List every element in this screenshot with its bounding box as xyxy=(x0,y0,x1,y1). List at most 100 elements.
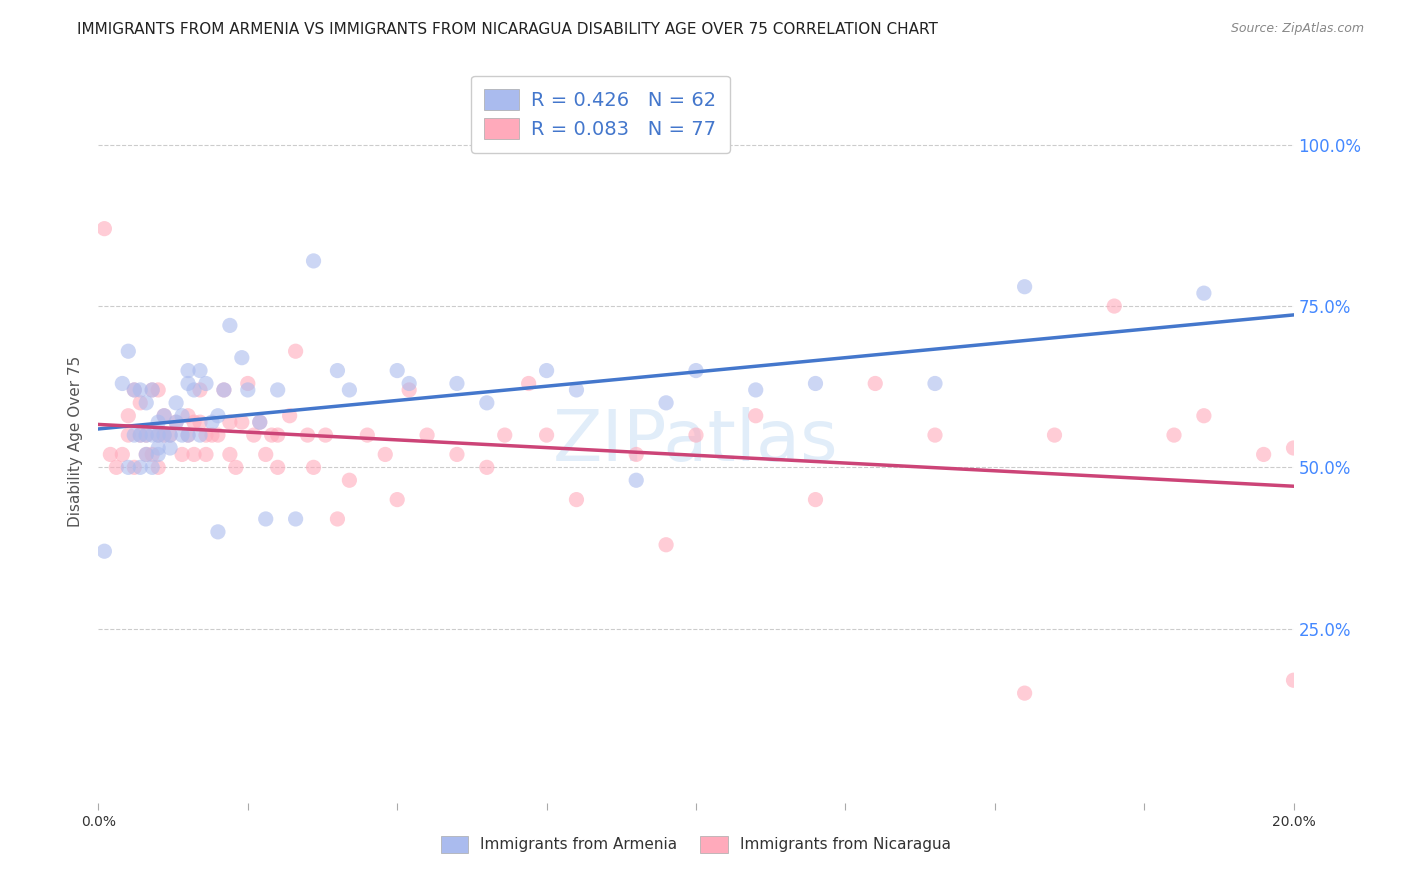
Point xyxy=(135,428,157,442)
Point xyxy=(1014,279,1036,293)
Point xyxy=(135,447,157,461)
Point xyxy=(685,428,707,442)
Point xyxy=(416,428,439,442)
Point xyxy=(177,428,200,442)
Point xyxy=(924,376,946,391)
Point xyxy=(117,460,139,475)
Point xyxy=(685,363,707,377)
Point xyxy=(141,447,163,461)
Point xyxy=(267,428,290,442)
Point xyxy=(565,492,588,507)
Point xyxy=(129,460,152,475)
Point xyxy=(236,376,259,391)
Point xyxy=(1104,299,1126,313)
Point xyxy=(177,409,200,423)
Point xyxy=(536,428,558,442)
Point xyxy=(225,460,247,475)
Point xyxy=(517,376,540,391)
Point xyxy=(297,428,319,442)
Point xyxy=(183,383,205,397)
Point xyxy=(804,376,827,391)
Point xyxy=(93,544,115,558)
Point xyxy=(219,318,242,333)
Point xyxy=(865,376,887,391)
Point xyxy=(254,512,277,526)
Point xyxy=(201,415,224,429)
Point xyxy=(165,415,187,429)
Point xyxy=(267,383,290,397)
Point xyxy=(172,447,194,461)
Point xyxy=(249,415,271,429)
Point xyxy=(475,396,498,410)
Point xyxy=(188,415,211,429)
Point xyxy=(236,383,259,397)
Point xyxy=(536,363,558,377)
Point xyxy=(177,428,200,442)
Point xyxy=(385,492,409,507)
Point xyxy=(148,415,170,429)
Point xyxy=(124,460,146,475)
Text: Source: ZipAtlas.com: Source: ZipAtlas.com xyxy=(1230,22,1364,36)
Point xyxy=(135,447,157,461)
Point xyxy=(626,447,648,461)
Point xyxy=(148,460,170,475)
Point xyxy=(302,460,325,475)
Point xyxy=(315,428,337,442)
Point xyxy=(356,428,378,442)
Point xyxy=(153,409,176,423)
Point xyxy=(284,512,307,526)
Point xyxy=(117,344,139,359)
Point xyxy=(124,428,146,442)
Point xyxy=(626,473,648,487)
Point xyxy=(129,428,152,442)
Point xyxy=(1192,409,1215,423)
Point xyxy=(195,447,218,461)
Point xyxy=(195,428,218,442)
Point xyxy=(284,344,307,359)
Point xyxy=(446,447,468,461)
Point xyxy=(129,383,152,397)
Point xyxy=(398,376,420,391)
Point xyxy=(129,396,152,410)
Point xyxy=(1253,447,1275,461)
Point xyxy=(326,363,349,377)
Point xyxy=(1043,428,1066,442)
Point xyxy=(219,415,242,429)
Point xyxy=(219,447,242,461)
Point xyxy=(124,383,146,397)
Point xyxy=(1282,441,1305,455)
Point xyxy=(141,383,163,397)
Point xyxy=(339,473,361,487)
Point xyxy=(141,460,163,475)
Point xyxy=(177,363,200,377)
Point xyxy=(98,447,122,461)
Point xyxy=(148,428,170,442)
Point xyxy=(924,428,946,442)
Point xyxy=(745,409,768,423)
Point xyxy=(117,428,139,442)
Point xyxy=(153,428,176,442)
Point xyxy=(141,428,163,442)
Point xyxy=(153,409,176,423)
Point xyxy=(172,428,194,442)
Point xyxy=(207,524,229,539)
Text: ZIPatlas: ZIPatlas xyxy=(553,407,839,476)
Point xyxy=(475,460,498,475)
Point xyxy=(135,428,157,442)
Point xyxy=(148,383,170,397)
Point xyxy=(201,428,224,442)
Point xyxy=(1192,286,1215,301)
Point xyxy=(124,383,146,397)
Point xyxy=(1014,686,1036,700)
Point xyxy=(172,409,194,423)
Point xyxy=(278,409,301,423)
Point xyxy=(111,447,134,461)
Point xyxy=(207,428,229,442)
Point xyxy=(326,512,349,526)
Point xyxy=(111,376,134,391)
Point xyxy=(655,538,678,552)
Point xyxy=(339,383,361,397)
Point xyxy=(212,383,235,397)
Point xyxy=(231,351,253,365)
Point xyxy=(183,415,205,429)
